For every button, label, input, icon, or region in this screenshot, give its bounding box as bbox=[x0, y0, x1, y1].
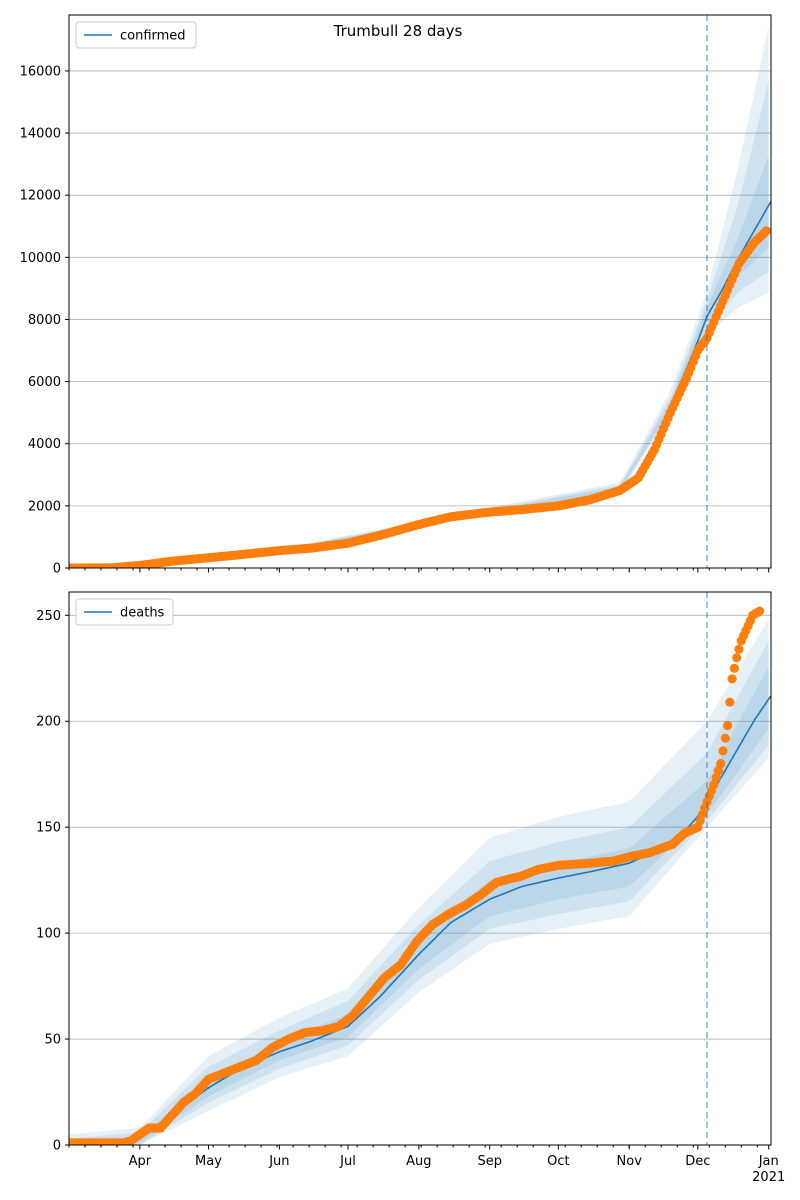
observed-points bbox=[69, 226, 771, 568]
x-tick-label: Dec bbox=[685, 1154, 710, 1169]
observed-point bbox=[713, 766, 724, 776]
y-tick-label: 250 bbox=[36, 609, 61, 624]
legend-label: confirmed bbox=[120, 29, 186, 44]
observed-point bbox=[723, 720, 733, 731]
axes-frame bbox=[68, 591, 772, 1146]
plot-area bbox=[69, 25, 771, 568]
observed-point bbox=[711, 773, 721, 783]
x-tick-label: Aug bbox=[406, 1154, 431, 1169]
x-tick-label: Jun bbox=[268, 1154, 289, 1169]
axes-frame bbox=[68, 14, 772, 569]
legend-box bbox=[75, 21, 197, 49]
x-tick-label: Jul bbox=[339, 1154, 356, 1169]
observed-point bbox=[725, 697, 735, 707]
y-tick-label: 14000 bbox=[20, 127, 61, 142]
legend: deaths bbox=[75, 598, 174, 626]
x-tick-label: Oct bbox=[547, 1154, 569, 1169]
y-tick-label: 200 bbox=[36, 715, 61, 730]
observed-point bbox=[732, 653, 742, 663]
x-tick-label: Jan bbox=[758, 1154, 779, 1169]
legend-label: deaths bbox=[120, 606, 165, 621]
y-tick-label: 0 bbox=[53, 562, 61, 577]
x-year-label: 2021 bbox=[752, 1170, 785, 1185]
x-tick-label: Apr bbox=[129, 1154, 152, 1169]
observed-point bbox=[734, 644, 744, 654]
legend-box bbox=[75, 598, 174, 626]
deaths-panel: 0 50 100 150 200 250 Apr May Jun Jul Aug Sep Oct Nov D… bbox=[36, 591, 785, 1185]
chart-suptitle: Trumbull 28 days bbox=[333, 22, 463, 40]
x-tick-label: May bbox=[195, 1154, 222, 1169]
observed-point bbox=[761, 226, 771, 236]
band-outer bbox=[69, 619, 769, 1145]
observed-point bbox=[716, 759, 726, 769]
observed-point bbox=[709, 780, 719, 790]
y-tick-label: 0 bbox=[53, 1139, 61, 1154]
y-tick-label: 12000 bbox=[20, 189, 61, 204]
y-tick-label: 50 bbox=[44, 1033, 61, 1048]
observed-point bbox=[720, 733, 730, 743]
y-tick-label: 6000 bbox=[28, 375, 61, 390]
plot-area bbox=[69, 606, 771, 1145]
y-tick-label: 2000 bbox=[28, 499, 61, 514]
observed-point bbox=[755, 606, 765, 616]
observed-point bbox=[729, 663, 740, 673]
legend: confirmed bbox=[75, 21, 197, 49]
y-tick-label: 4000 bbox=[28, 437, 61, 452]
x-tick-label: Nov bbox=[617, 1154, 643, 1169]
confirmed-panel: 0 2000 4000 6000 8000 10000 12000 14000 16000 con… bbox=[20, 14, 772, 577]
observed-points bbox=[69, 606, 765, 1145]
observed-point bbox=[727, 674, 737, 684]
x-tick-label: Sep bbox=[477, 1154, 502, 1169]
y-tick-label: 150 bbox=[36, 821, 61, 836]
band-middle bbox=[69, 640, 769, 1145]
y-tick-label: 100 bbox=[36, 927, 61, 942]
y-tick-label: 8000 bbox=[28, 313, 61, 328]
observed-point bbox=[718, 746, 728, 756]
y-tick-label: 10000 bbox=[20, 251, 61, 266]
y-tick-label: 16000 bbox=[20, 64, 61, 79]
